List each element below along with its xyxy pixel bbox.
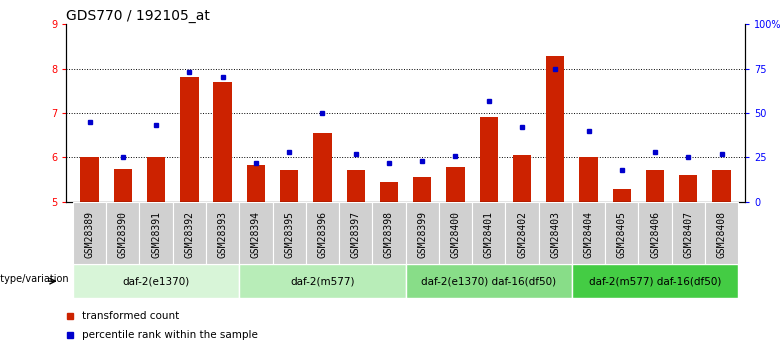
Bar: [612, 189, 631, 202]
Bar: [214, 82, 232, 202]
Bar: [314, 133, 332, 202]
Text: GSM28402: GSM28402: [517, 211, 527, 258]
Bar: [572, 202, 605, 264]
Bar: [380, 182, 398, 202]
Text: GDS770 / 192105_at: GDS770 / 192105_at: [66, 9, 210, 23]
Text: GSM28396: GSM28396: [317, 211, 328, 258]
Bar: [172, 202, 206, 264]
Bar: [580, 157, 597, 202]
Bar: [339, 202, 372, 264]
Bar: [246, 165, 265, 202]
Bar: [239, 202, 272, 264]
Bar: [140, 202, 172, 264]
Bar: [346, 170, 365, 202]
Bar: [406, 202, 439, 264]
Bar: [472, 202, 505, 264]
Bar: [712, 170, 731, 202]
Text: GSM28398: GSM28398: [384, 211, 394, 258]
Bar: [406, 264, 572, 298]
Bar: [605, 202, 639, 264]
Text: genotype/variation: genotype/variation: [0, 275, 69, 284]
Bar: [239, 264, 406, 298]
Text: GSM28391: GSM28391: [151, 211, 161, 258]
Text: GSM28400: GSM28400: [451, 211, 460, 258]
Bar: [280, 170, 298, 202]
Text: GSM28404: GSM28404: [583, 211, 594, 258]
Text: GSM28403: GSM28403: [551, 211, 560, 258]
Bar: [306, 202, 339, 264]
Text: transformed count: transformed count: [82, 311, 179, 321]
Bar: [572, 264, 738, 298]
Bar: [446, 167, 465, 202]
Text: daf-2(m577): daf-2(m577): [290, 276, 355, 286]
Text: percentile rank within the sample: percentile rank within the sample: [82, 330, 257, 339]
Text: GSM28397: GSM28397: [351, 211, 360, 258]
Bar: [646, 170, 665, 202]
Bar: [180, 77, 199, 202]
Bar: [639, 202, 672, 264]
Bar: [147, 157, 165, 202]
Bar: [73, 264, 239, 298]
Bar: [546, 56, 565, 202]
Text: GSM28405: GSM28405: [617, 211, 627, 258]
Text: daf-2(e1370): daf-2(e1370): [122, 276, 190, 286]
Text: daf-2(m577) daf-16(df50): daf-2(m577) daf-16(df50): [589, 276, 722, 286]
Bar: [73, 202, 106, 264]
Bar: [705, 202, 738, 264]
Text: GSM28399: GSM28399: [417, 211, 427, 258]
Bar: [513, 155, 531, 202]
Bar: [480, 117, 498, 202]
Text: GSM28395: GSM28395: [284, 211, 294, 258]
Bar: [679, 175, 697, 202]
Bar: [372, 202, 406, 264]
Text: GSM28392: GSM28392: [184, 211, 194, 258]
Text: GSM28407: GSM28407: [683, 211, 693, 258]
Bar: [505, 202, 539, 264]
Bar: [672, 202, 705, 264]
Text: GSM28389: GSM28389: [84, 211, 94, 258]
Bar: [413, 177, 431, 202]
Text: GSM28401: GSM28401: [484, 211, 494, 258]
Text: GSM28394: GSM28394: [251, 211, 261, 258]
Bar: [80, 157, 99, 202]
Bar: [272, 202, 306, 264]
Text: daf-2(e1370) daf-16(df50): daf-2(e1370) daf-16(df50): [421, 276, 556, 286]
Bar: [539, 202, 572, 264]
Text: GSM28390: GSM28390: [118, 211, 128, 258]
Bar: [439, 202, 472, 264]
Text: GSM28408: GSM28408: [717, 211, 727, 258]
Text: GSM28406: GSM28406: [650, 211, 660, 258]
Text: GSM28393: GSM28393: [218, 211, 228, 258]
Bar: [114, 168, 132, 202]
Bar: [106, 202, 140, 264]
Bar: [206, 202, 239, 264]
